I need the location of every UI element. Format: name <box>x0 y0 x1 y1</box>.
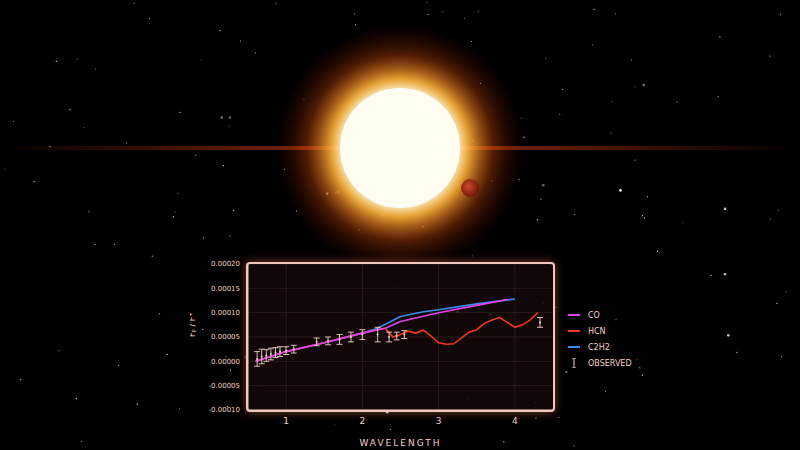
svg-text:0.00010: 0.00010 <box>211 309 240 317</box>
svg-text:4: 4 <box>512 416 518 426</box>
html-text:HCN: HCN <box>588 326 606 336</box>
svg-text:-0.00005: -0.00005 <box>209 382 240 390</box>
html-text:OBSERVED: OBSERVED <box>588 358 632 368</box>
svg-text:1: 1 <box>283 416 289 426</box>
svg-text:WAVELENGTH: WAVELENGTH <box>359 438 441 448</box>
html-text:CO: CO <box>588 310 600 320</box>
svg-text:0.00005: 0.00005 <box>211 333 240 341</box>
svg-text:0.00020: 0.00020 <box>211 260 240 268</box>
svg-text:0.00000: 0.00000 <box>211 358 240 366</box>
svg-text:3: 3 <box>436 416 442 426</box>
html-text:C2H2: C2H2 <box>588 342 610 352</box>
svg-text:2: 2 <box>360 416 366 426</box>
svg-text:Fₚ / F*: Fₚ / F* <box>190 313 197 337</box>
svg-text:-0.00010: -0.00010 <box>209 406 240 414</box>
svg-text:0.00015: 0.00015 <box>211 285 240 293</box>
